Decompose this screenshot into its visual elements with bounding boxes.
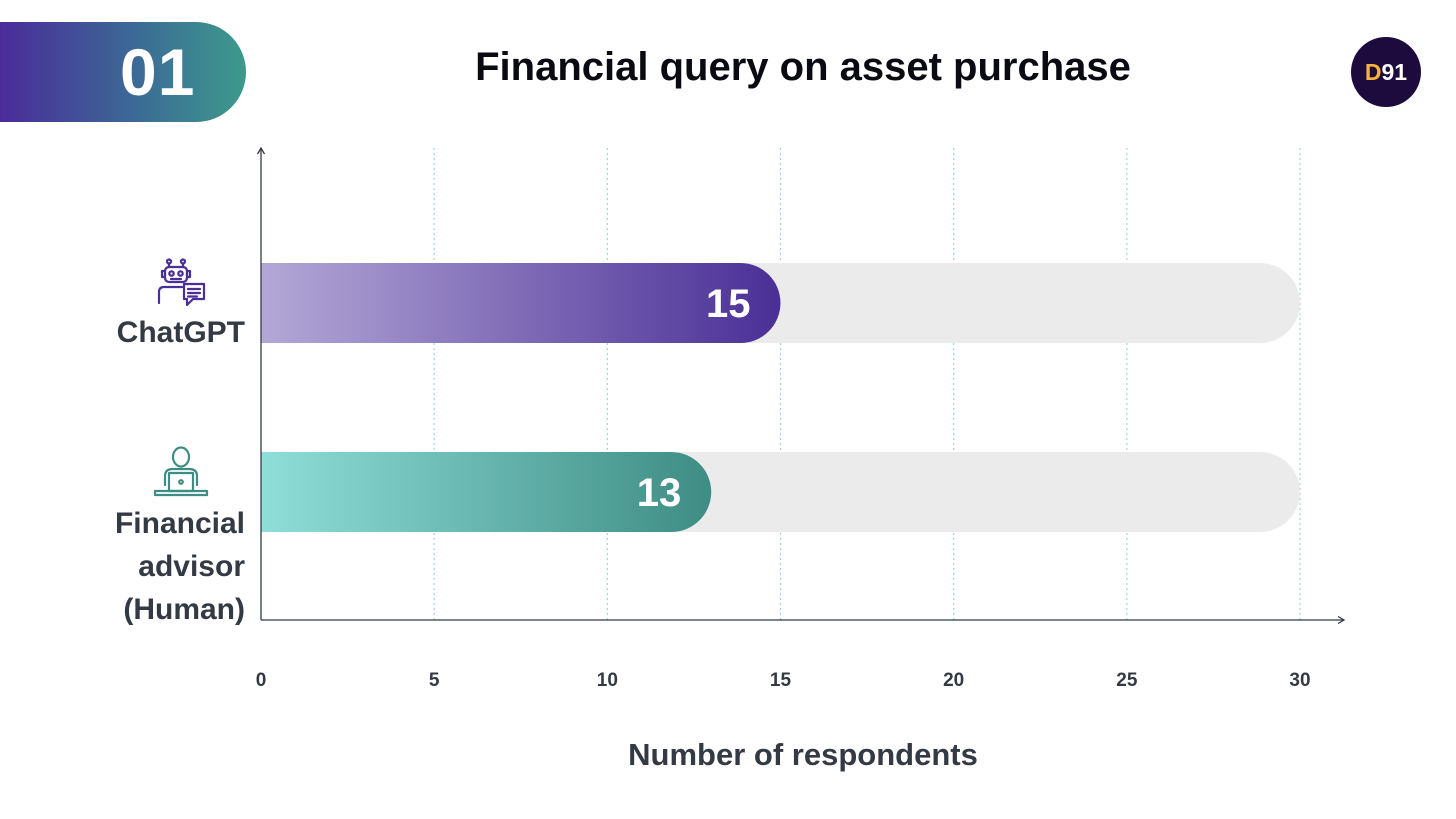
robot-chat-icon — [157, 258, 206, 307]
category-label-line: advisor — [138, 550, 245, 583]
x-tick-label: 25 — [1116, 670, 1138, 691]
y-axis-arrow — [256, 146, 266, 155]
person-laptop-icon — [153, 446, 209, 497]
x-axis-title: Number of respondents — [628, 737, 978, 772]
x-axis-arrow — [1337, 615, 1346, 625]
x-tick-label: 15 — [770, 670, 792, 691]
category-label-financial-advisor: Financial advisor (Human) — [115, 502, 245, 631]
logo-letter: D — [1364, 59, 1382, 85]
logo-number: 91 — [1381, 59, 1408, 85]
section-number: 01 — [120, 35, 196, 109]
bar-value-label: 13 — [637, 471, 682, 515]
x-tick-label: 30 — [1289, 670, 1310, 691]
chart-title: Financial query on asset purchase — [475, 45, 1131, 89]
bar — [261, 452, 712, 532]
x-tick-label: 20 — [943, 670, 964, 691]
x-tick-label: 10 — [597, 670, 618, 691]
bar — [261, 263, 781, 343]
brand-logo: D91 — [1351, 37, 1421, 107]
category-label-line: Financial — [114, 507, 245, 540]
x-tick-label: 0 — [256, 670, 267, 691]
bar-value-label: 15 — [706, 282, 751, 326]
category-label-line: (Human) — [123, 593, 245, 626]
category-label-chatgpt: ChatGPT — [116, 316, 245, 349]
section-number-badge: 01 — [0, 22, 246, 122]
x-tick-label: 5 — [429, 670, 440, 691]
